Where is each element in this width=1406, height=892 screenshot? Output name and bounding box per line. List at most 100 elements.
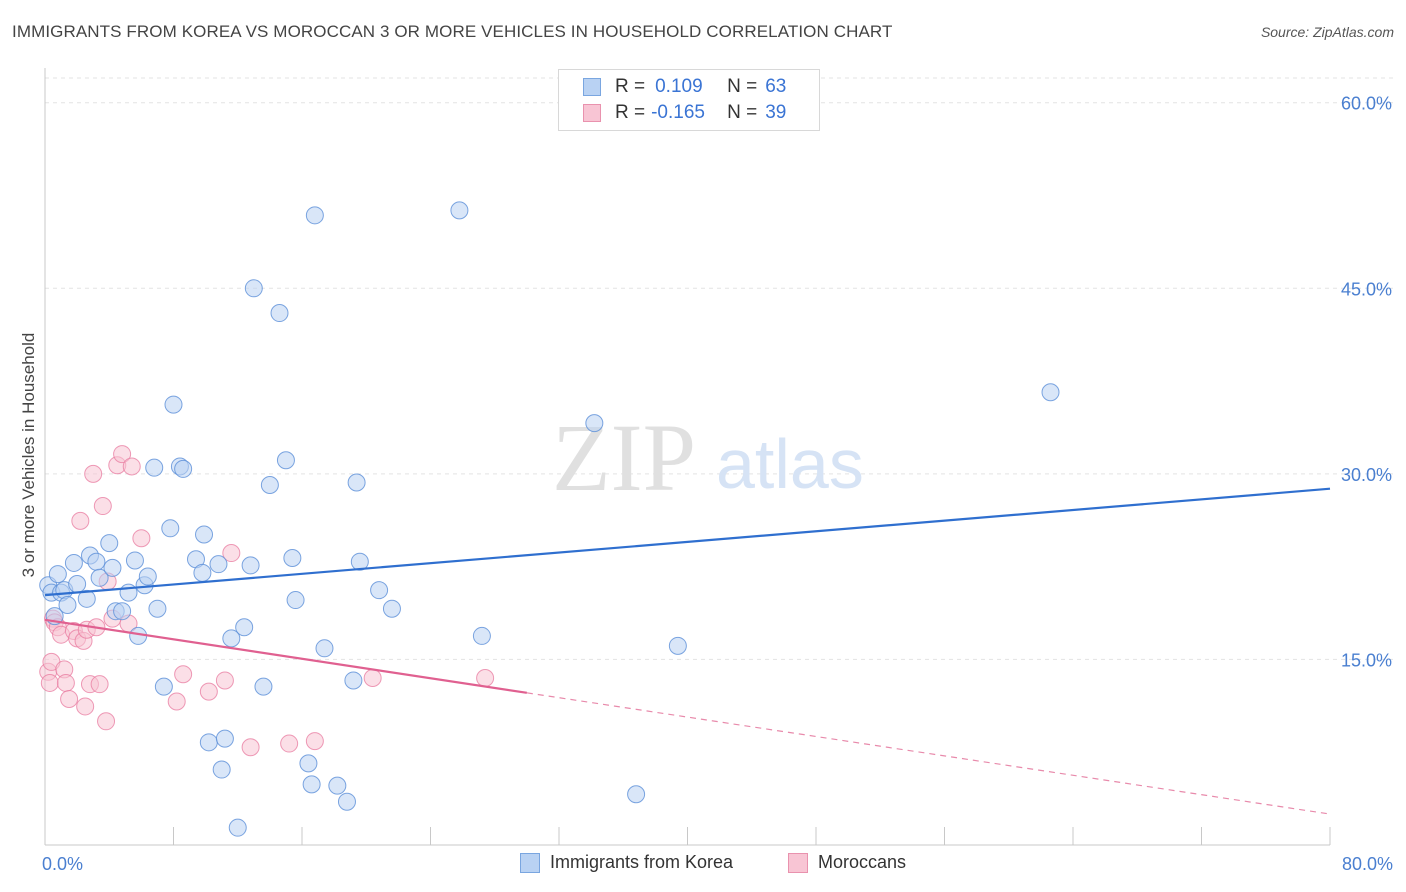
y-tick-label: 60.0% — [1341, 94, 1392, 114]
y-axis-title: 3 or more Vehicles in Household — [19, 333, 38, 578]
data-point-korea — [148, 599, 167, 618]
data-point-korea — [270, 304, 289, 323]
bottom-legend-label-korea: Immigrants from Korea — [550, 852, 734, 872]
legend-n-value: 39 — [765, 102, 787, 123]
data-point-korea — [347, 473, 366, 492]
data-point-korea — [328, 776, 347, 795]
data-point-korea — [244, 279, 263, 298]
data-point-korea — [138, 567, 157, 586]
data-point-korea — [305, 206, 324, 225]
data-point-moroccans — [363, 668, 382, 687]
data-point-korea — [228, 818, 247, 837]
legend-row-korea: R = 0.109 N = 63 — [583, 75, 786, 99]
data-point-korea — [58, 596, 77, 615]
data-point-moroccans — [215, 671, 234, 690]
legend-swatch-moroccans — [583, 104, 601, 122]
data-point-korea — [344, 671, 363, 690]
data-point-moroccans — [97, 712, 116, 731]
trend-lines — [44, 487, 1331, 815]
data-point-moroccans — [60, 690, 79, 709]
data-point-korea — [64, 553, 83, 572]
data-point-korea — [627, 785, 646, 804]
data-point-korea — [370, 581, 389, 600]
data-point-moroccans — [90, 675, 109, 694]
bottom-legend-swatch-korea — [520, 852, 540, 873]
data-point-korea — [302, 775, 321, 794]
data-point-korea — [193, 563, 212, 582]
data-point-moroccans — [93, 497, 112, 516]
data-point-korea — [77, 589, 96, 608]
data-point-korea — [254, 677, 273, 696]
trend-line-moroccans-extension — [526, 692, 1331, 815]
bottom-legend-korea: Immigrants from Korea — [520, 852, 733, 873]
data-point-korea — [68, 574, 87, 593]
y-tick-label: 30.0% — [1341, 465, 1392, 485]
data-point-korea — [260, 476, 279, 495]
data-point-korea — [100, 534, 119, 553]
chart-source: Source: ZipAtlas.com — [1260, 24, 1394, 40]
data-point-moroccans — [84, 464, 103, 483]
data-point-korea — [215, 729, 234, 748]
watermark-atlas: atlas — [716, 425, 864, 503]
legend-n-label: N = — [727, 102, 758, 123]
data-point-korea — [1041, 383, 1060, 402]
legend-r-value: -0.165 — [651, 102, 705, 123]
data-point-korea — [212, 760, 231, 779]
data-point-korea — [668, 636, 687, 655]
data-point-moroccans — [222, 544, 241, 563]
series-korea — [39, 201, 1060, 837]
legend-n-label: N = — [727, 76, 758, 97]
tick-labels: 15.0% 30.0% 45.0% 60.0% 0.0% 80.0% — [42, 94, 1393, 874]
bottom-legend-swatch-moroccans — [788, 852, 808, 873]
legend-swatch-korea — [583, 78, 601, 96]
data-point-korea — [299, 754, 318, 773]
data-point-moroccans — [56, 673, 75, 692]
data-point-korea — [195, 525, 214, 544]
data-point-korea — [154, 677, 173, 696]
series-moroccans — [39, 445, 495, 757]
data-point-moroccans — [40, 673, 59, 692]
data-point-korea — [286, 591, 305, 610]
data-point-moroccans — [174, 665, 193, 684]
y-tick-label: 45.0% — [1341, 279, 1392, 299]
trend-line-korea — [44, 487, 1331, 597]
data-point-moroccans — [476, 668, 495, 687]
data-point-korea — [315, 639, 334, 658]
data-point-moroccans — [71, 511, 90, 530]
data-point-korea — [209, 555, 228, 574]
data-point-korea — [164, 395, 183, 414]
data-point-korea — [145, 458, 164, 477]
data-point-korea — [199, 733, 218, 752]
data-point-korea — [585, 414, 604, 433]
y-tick-label: 15.0% — [1341, 650, 1392, 670]
data-point-korea — [283, 548, 302, 567]
data-point-korea — [113, 602, 132, 621]
correlation-legend: R = 0.109 N = 63 R = -0.165 N = 39 — [558, 69, 820, 131]
data-point-korea — [90, 568, 109, 587]
legend-r-label: R = — [615, 76, 646, 97]
x-tick-label-min: 0.0% — [42, 854, 83, 874]
data-point-korea — [472, 626, 491, 645]
chart-title: IMMIGRANTS FROM KOREA VS MOROCCAN 3 OR M… — [12, 22, 893, 41]
data-point-korea — [125, 551, 144, 570]
legend-row-moroccans: R = -0.165 N = 39 — [583, 101, 786, 125]
data-point-moroccans — [76, 697, 95, 716]
data-point-korea — [222, 629, 241, 648]
data-point-korea — [276, 451, 295, 470]
data-point-korea — [450, 201, 469, 220]
legend-n-value: 63 — [765, 76, 787, 97]
watermark-zip: ZIP — [552, 404, 696, 511]
data-point-korea — [161, 519, 180, 538]
bottom-legend-moroccans: Moroccans — [788, 852, 906, 873]
bottom-legend-label-moroccans: Moroccans — [818, 852, 907, 872]
data-point-moroccans — [122, 457, 141, 476]
data-point-korea — [103, 558, 122, 577]
data-point-moroccans — [167, 692, 186, 711]
data-point-moroccans — [199, 682, 218, 701]
data-point-korea — [350, 552, 369, 571]
data-point-korea — [382, 599, 401, 618]
legend-r-value: 0.109 — [655, 76, 703, 97]
data-point-korea — [48, 565, 67, 584]
data-point-moroccans — [132, 529, 151, 548]
